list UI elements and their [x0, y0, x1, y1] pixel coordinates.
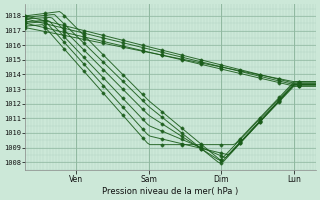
- X-axis label: Pression niveau de la mer( hPa ): Pression niveau de la mer( hPa ): [102, 187, 239, 196]
